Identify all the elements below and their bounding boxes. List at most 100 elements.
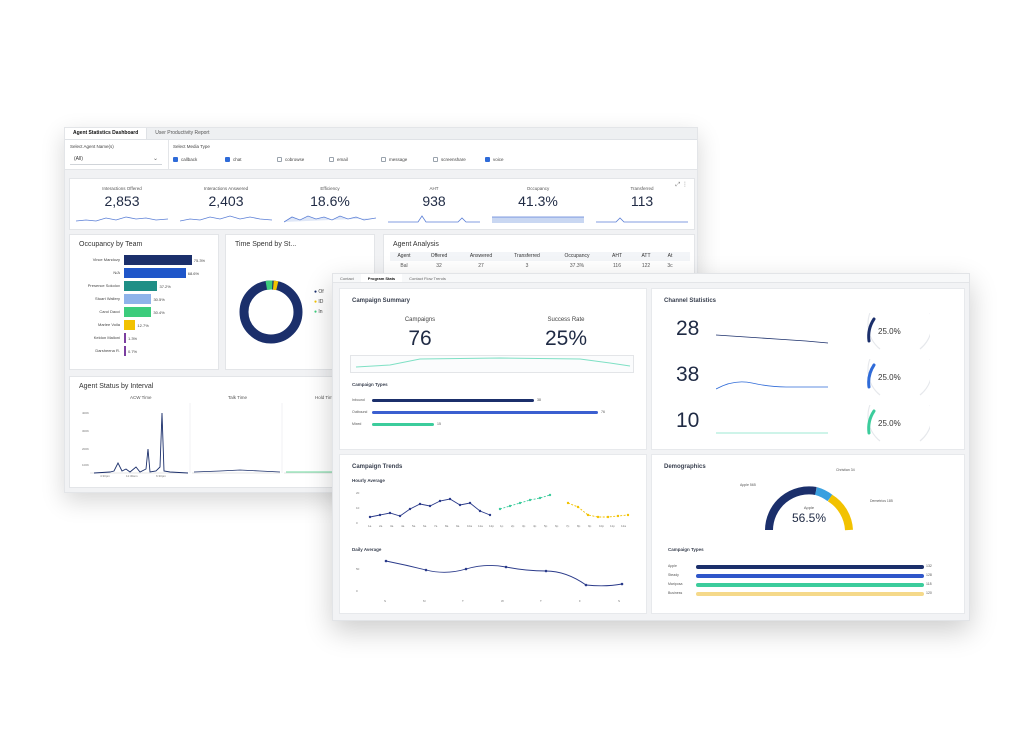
- column-header[interactable]: AHT: [612, 253, 622, 259]
- media-option-label: voice: [493, 157, 504, 162]
- column-header[interactable]: ATT: [641, 253, 651, 259]
- demographic-bar[interactable]: [696, 565, 924, 569]
- y-tick: 10: [356, 506, 360, 510]
- media-option-screenshare[interactable]: screenshare: [433, 157, 485, 162]
- media-option-chat[interactable]: chat: [225, 157, 277, 162]
- checkbox-checked[interactable]: [173, 157, 178, 162]
- checkbox[interactable]: [329, 157, 334, 162]
- occupancy-bar[interactable]: [124, 255, 192, 265]
- x-tick: 5a: [412, 524, 416, 528]
- campaign-type-bar[interactable]: [372, 411, 598, 414]
- channel-sparkline: [716, 432, 828, 434]
- x-tick: 11a: [478, 524, 483, 528]
- filter-bar: Select Agent Name(s) (All) ⌄ Select Medi…: [65, 140, 697, 170]
- kpi-sparkline: [492, 216, 584, 223]
- kpi-value: 18.6%: [310, 193, 350, 209]
- campaign-type-value: 15: [437, 422, 441, 426]
- demographics-panel: Demographics Apple 56.5% Apple 565 Chris…: [651, 454, 965, 614]
- dashboard-tabs: Agent Statistics Dashboard User Producti…: [65, 128, 697, 140]
- table-row[interactable]: Bal 32 27 3 37.3% 116 122 3c: [390, 261, 690, 271]
- occupancy-bar[interactable]: [124, 320, 136, 330]
- table-cell: 3: [525, 263, 529, 269]
- kpi-efficiency: Efficiency 18.6%: [278, 179, 382, 229]
- table-cell: 32: [436, 263, 442, 269]
- x-tick: S: [384, 599, 387, 603]
- media-option-cobrowse[interactable]: cobrowse: [277, 157, 329, 162]
- channel-percent: 25.0%: [878, 373, 901, 382]
- media-option-callback[interactable]: callback: [173, 157, 225, 162]
- kpi-label: Transferred: [630, 186, 654, 191]
- media-option-email[interactable]: email: [329, 157, 381, 162]
- media-option-voice[interactable]: voice: [485, 157, 537, 162]
- expand-icon[interactable]: ⤢ ⋮: [675, 182, 688, 188]
- y-tick: 50: [356, 567, 360, 571]
- demographics-gauge: [765, 486, 853, 531]
- x-tick: 4p: [533, 524, 537, 528]
- occupancy-bar[interactable]: [124, 281, 158, 291]
- checkbox-checked[interactable]: [485, 157, 490, 162]
- occupancy-bar[interactable]: [124, 268, 186, 278]
- kpi-strip: Interactions Offered 2,853 Interactions …: [69, 178, 695, 230]
- tab-agent-statistics[interactable]: Agent Statistics Dashboard: [65, 128, 148, 139]
- legend-item: ● ID: [314, 297, 324, 307]
- media-option-label: screenshare: [441, 157, 466, 162]
- campaigns-value: 76: [408, 327, 432, 350]
- demographic-value: 128: [926, 573, 932, 577]
- campaign-type-value: 76: [601, 410, 605, 414]
- column-header[interactable]: Occupancy: [564, 253, 590, 259]
- tab-contact[interactable]: Contact: [340, 276, 354, 281]
- column-header[interactable]: Transferred: [514, 253, 540, 259]
- team-name: Keldon Malloni: [93, 335, 120, 340]
- occupancy-bar[interactable]: [124, 307, 152, 317]
- y-tick: 0: [356, 521, 358, 525]
- agent-select[interactable]: (All) ⌄: [70, 153, 162, 165]
- table-cell: 116: [613, 263, 621, 269]
- legend-dot: ●: [314, 299, 318, 305]
- campaign-types-title: Campaign Types: [668, 547, 704, 552]
- x-tick: 6:30pm: [156, 474, 167, 478]
- tab-contact-flow-trends[interactable]: Contact Flow Trends: [409, 276, 446, 281]
- checkbox-checked[interactable]: [225, 157, 230, 162]
- occupancy-bar[interactable]: [124, 346, 126, 356]
- checkbox[interactable]: [381, 157, 386, 162]
- demographic-label: Apple: [668, 564, 677, 568]
- x-tick: 9a: [456, 524, 460, 528]
- filter-divider: [168, 140, 169, 170]
- occupancy-value: 30.5%: [153, 297, 165, 302]
- x-tick: 6p: [555, 524, 559, 528]
- y-tick: 20: [356, 491, 360, 495]
- occupancy-bar[interactable]: [124, 294, 152, 304]
- kpi-sparkline: [388, 215, 480, 223]
- tab-program-stats[interactable]: Program Stats: [360, 274, 403, 282]
- checkbox[interactable]: [433, 157, 438, 162]
- x-tick: 3p: [522, 524, 526, 528]
- campaign-type-bar[interactable]: [372, 423, 434, 426]
- summary-trend-line: [350, 355, 634, 373]
- kpi-sparkline: [180, 215, 272, 222]
- occupancy-bar[interactable]: [124, 333, 126, 343]
- occupancy-value: 75.3%: [193, 258, 206, 263]
- checkbox[interactable]: [277, 157, 282, 162]
- column-header[interactable]: At: [667, 253, 673, 259]
- occupancy-value: 1.3%: [128, 336, 138, 341]
- media-type-label: Select Media Type: [173, 144, 210, 149]
- column-header[interactable]: Answered: [469, 253, 493, 259]
- table-cell: Bal: [400, 263, 408, 269]
- panel-title: Demographics: [664, 464, 706, 470]
- x-tick: 2a: [379, 524, 383, 528]
- kpi-interactions-offered: Interactions Offered 2,853: [70, 179, 174, 229]
- campaign-type-bar[interactable]: [372, 399, 534, 402]
- x-tick: 8p: [577, 524, 581, 528]
- demographic-bar[interactable]: [696, 583, 924, 587]
- team-name: Carol Dacci: [99, 309, 120, 314]
- campaign-type-value: 38: [537, 398, 541, 402]
- demographic-bar[interactable]: [696, 592, 924, 596]
- media-option-message[interactable]: message: [381, 157, 433, 162]
- column-header[interactable]: Offered: [430, 253, 448, 259]
- daily-average-title: Daily Average: [352, 547, 382, 552]
- column-header[interactable]: Agent: [397, 253, 411, 259]
- demographic-bar[interactable]: [696, 574, 924, 578]
- x-tick: 11p: [610, 524, 615, 528]
- agent-select-value: (All): [74, 156, 83, 162]
- tab-user-productivity[interactable]: User Productivity Report: [155, 130, 210, 136]
